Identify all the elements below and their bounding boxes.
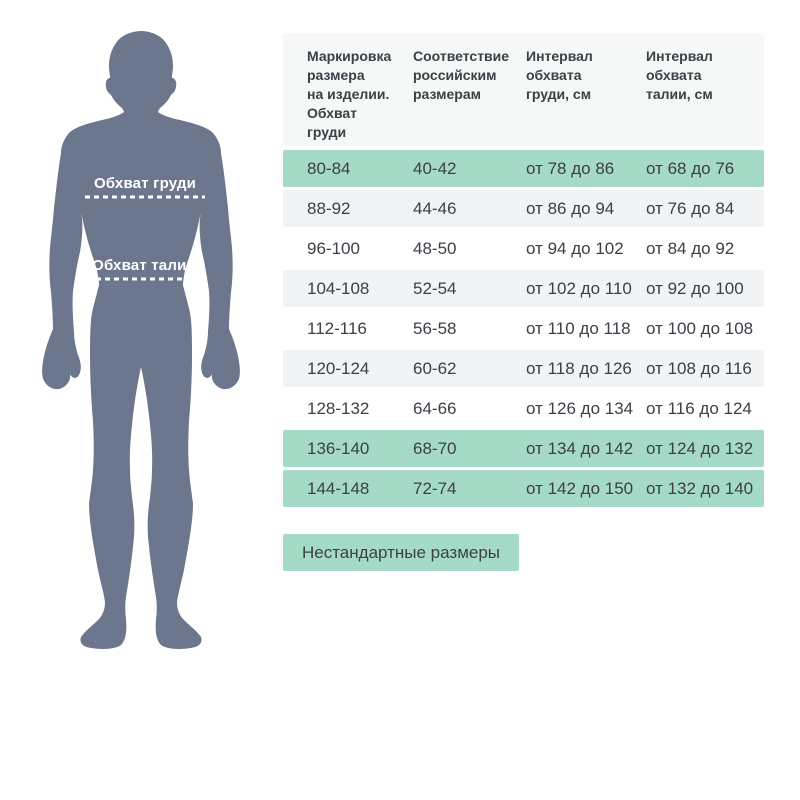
male-figure: Обхват груди Обхват талии	[0, 0, 290, 680]
cell-size-marking: 112-116	[307, 318, 367, 338]
cell-waist-interval: от 108 до 116	[646, 358, 752, 378]
chest-girth-label: Обхват груди	[93, 175, 197, 192]
cell-size-marking: 120-124	[307, 358, 370, 378]
cell-waist-interval: от 92 до 100	[646, 278, 744, 298]
cell-waist-interval: от 116 до 124	[646, 398, 752, 418]
cell-chest-interval: от 142 до 150	[526, 478, 634, 498]
cell-russian-size: 40-42	[413, 158, 457, 178]
cell-chest-interval: от 94 до 102	[526, 238, 624, 258]
table-row: 88-92 44-46 от 86 до 94 от 76 до 84	[283, 190, 764, 227]
cell-waist-interval: от 100 до 108	[646, 318, 754, 338]
waist-girth-label: Обхват талии	[92, 257, 196, 274]
cell-size-marking: 136-140	[307, 438, 370, 458]
cell-size-marking: 80-84	[307, 158, 351, 178]
table-row: 112-116 56-58 от 110 до 118 от 100 до 10…	[283, 310, 764, 347]
male-silhouette-left-half	[42, 31, 141, 649]
header-chest-interval: Интервал обхвата груди, см	[526, 48, 593, 102]
cell-russian-size: 72-74	[413, 478, 457, 498]
cell-chest-interval: от 110 до 118	[526, 318, 631, 338]
cell-russian-size: 48-50	[413, 238, 457, 258]
cell-chest-interval: от 86 до 94	[526, 198, 615, 218]
cell-waist-interval: от 124 до 132	[646, 438, 754, 458]
cell-size-marking: 96-100	[307, 238, 360, 258]
table-row: 120-124 60-62 от 118 до 126 от 108 до 11…	[283, 350, 764, 387]
cell-chest-interval: от 102 до 110	[526, 278, 632, 298]
cell-waist-interval: от 68 до 76	[646, 158, 735, 178]
cell-size-marking: 104-108	[307, 278, 370, 298]
male-silhouette	[42, 31, 240, 649]
cell-waist-interval: от 132 до 140	[646, 478, 754, 498]
cell-chest-interval: от 134 до 142	[526, 438, 634, 458]
cell-chest-interval: от 126 до 134	[526, 398, 634, 418]
size-table: Маркировка размера на изделии. Обхват гр…	[283, 33, 764, 571]
table-row: 144-148 72-74 от 142 до 150 от 132 до 14…	[283, 470, 764, 507]
header-size-marking: Маркировка размера на изделии. Обхват гр…	[307, 48, 392, 140]
cell-size-marking: 88-92	[307, 198, 351, 218]
cell-size-marking: 144-148	[307, 478, 370, 498]
cell-russian-size: 56-58	[413, 318, 457, 338]
cell-chest-interval: от 78 до 86	[526, 158, 615, 178]
cell-russian-size: 52-54	[413, 278, 457, 298]
cell-russian-size: 64-66	[413, 398, 457, 418]
header-russian-sizes: Соответствие российским размерам	[413, 48, 510, 102]
header-waist-interval: Интервал обхвата талии, см	[646, 48, 713, 102]
cell-size-marking: 128-132	[307, 398, 370, 418]
male-silhouette-right-half	[141, 31, 240, 649]
cell-chest-interval: от 118 до 126	[526, 358, 632, 378]
table-header-row: Маркировка размера на изделии. Обхват гр…	[283, 33, 764, 146]
table-row: 128-132 64-66 от 126 до 134 от 116 до 12…	[283, 390, 764, 427]
cell-russian-size: 68-70	[413, 438, 457, 458]
cell-russian-size: 60-62	[413, 358, 457, 378]
cell-russian-size: 44-46	[413, 198, 457, 218]
table-row: 96-100 48-50 от 94 до 102 от 84 до 92	[283, 230, 764, 267]
cell-waist-interval: от 84 до 92	[646, 238, 735, 258]
table-row: 136-140 68-70 от 134 до 142 от 124 до 13…	[283, 430, 764, 467]
nonstandard-sizes-button[interactable]: Нестандартные размеры	[283, 534, 519, 571]
table-row: 104-108 52-54 от 102 до 110 от 92 до 100	[283, 270, 764, 307]
cell-waist-interval: от 76 до 84	[646, 198, 735, 218]
table-row: 80-84 40-42 от 78 до 86 от 68 до 76	[283, 150, 764, 187]
